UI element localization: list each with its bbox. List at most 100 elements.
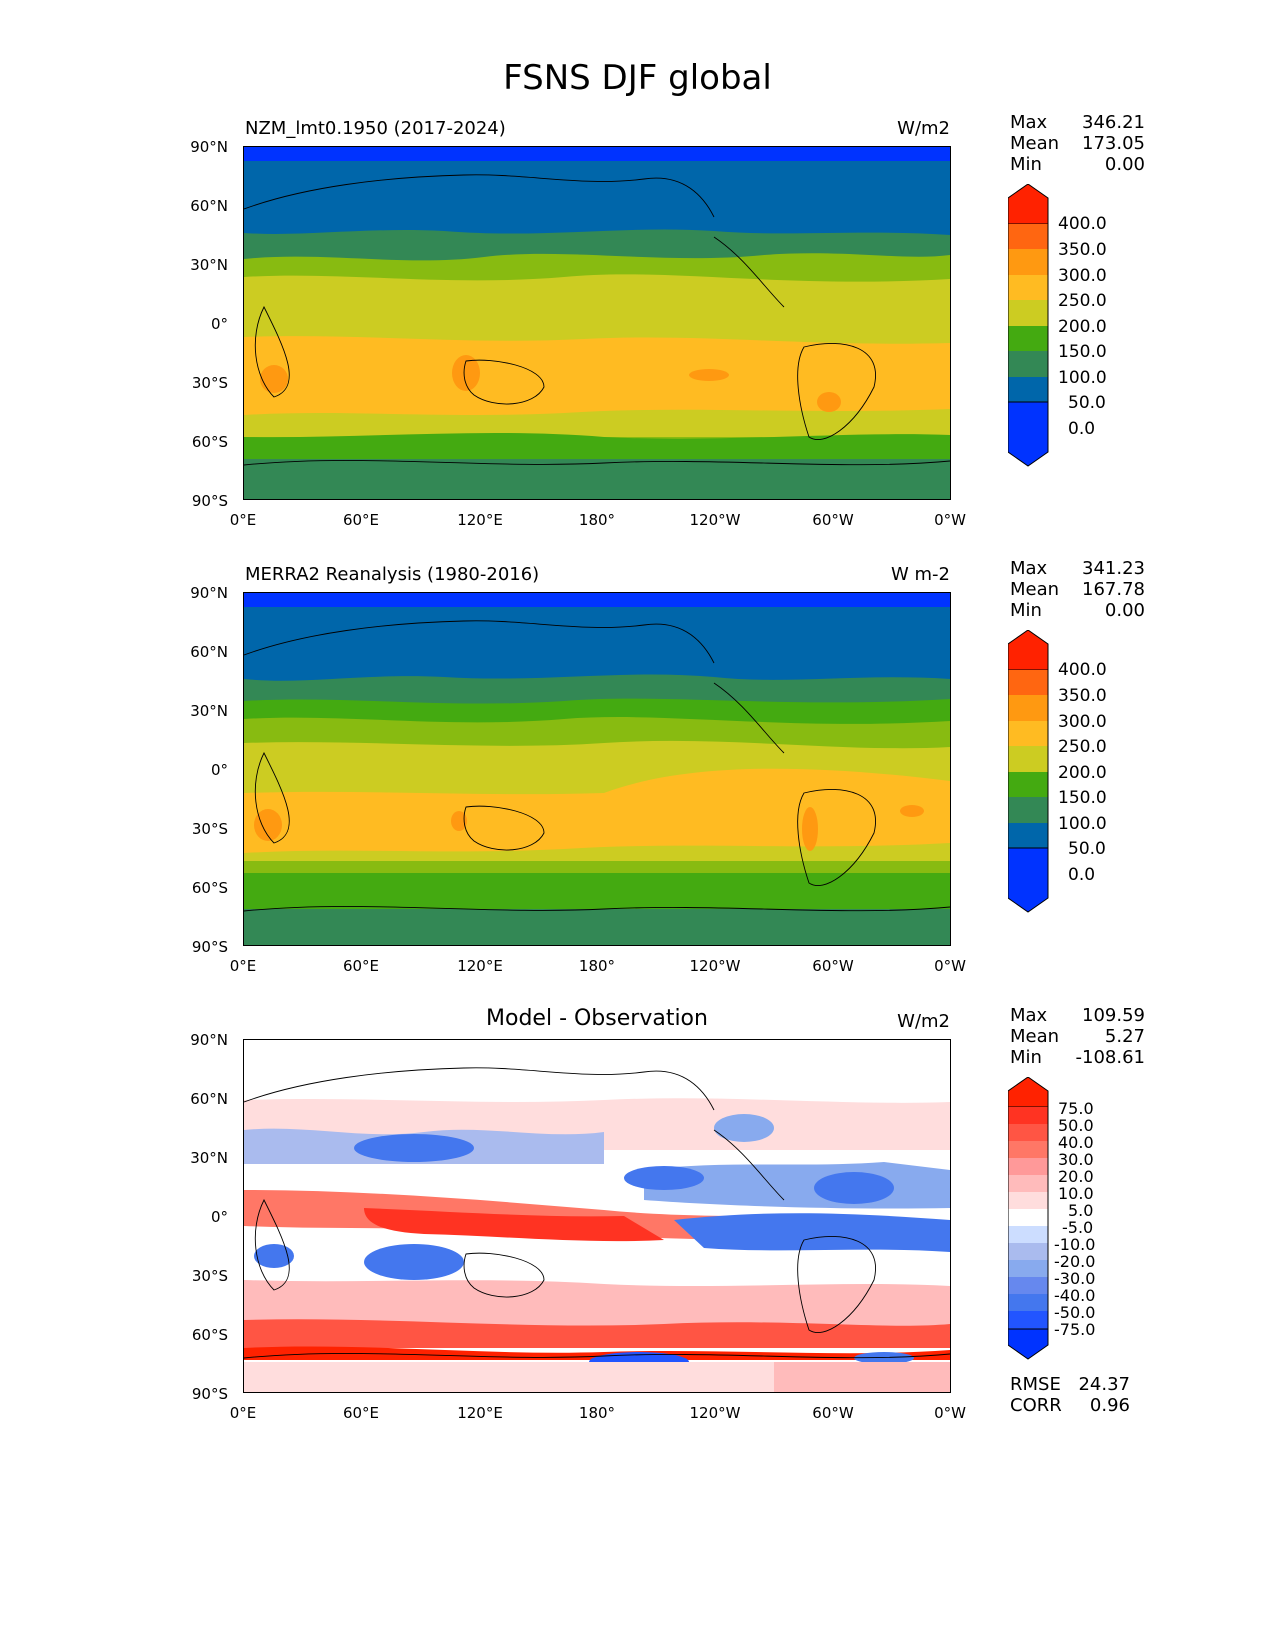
colorbar-label: 350.0 — [1058, 240, 1107, 260]
ytick: 90°S — [191, 938, 228, 956]
xtick: 0°E — [229, 957, 257, 975]
colorbar-label: 400.0 — [1058, 214, 1107, 234]
colorbar-label: 150.0 — [1058, 788, 1107, 808]
xtick: 60°E — [342, 511, 380, 529]
xtick: 0°E — [229, 1404, 257, 1422]
colorbar-label: 20.0 — [1058, 1167, 1094, 1186]
colorbar-label: 100.0 — [1058, 814, 1107, 834]
xtick: 120°E — [457, 511, 503, 529]
panel-1-title: NZM_lmt0.1950 (2017-2024) — [245, 118, 506, 139]
ytick: 60°S — [191, 1326, 228, 1344]
colorbar-label: -20.0 — [1054, 1252, 1096, 1271]
panel-2-map — [243, 592, 951, 946]
colorbar-label: 0.0 — [1068, 865, 1096, 885]
xtick: 120°E — [457, 957, 503, 975]
ytick: 90°N — [190, 138, 228, 156]
xtick: 0°W — [934, 1404, 966, 1422]
panel-1-colorbar — [1008, 184, 1049, 467]
xtick: 120°W — [689, 957, 741, 975]
panel-3-title: Model - Observation — [486, 1006, 708, 1031]
ytick: 0° — [210, 1208, 228, 1226]
colorbar-label: 200.0 — [1058, 317, 1107, 337]
colorbar-label: 30.0 — [1058, 1150, 1094, 1169]
colorbar-label: -40.0 — [1054, 1286, 1096, 1305]
colorbar-label: 50.0 — [1058, 1116, 1094, 1135]
colorbar-label: 0.0 — [1068, 419, 1096, 439]
colorbar-label: 50.0 — [1068, 839, 1106, 859]
stat-max: Max 341.23 — [1010, 558, 1145, 579]
colorbar-label: 300.0 — [1058, 712, 1107, 732]
xtick: 120°E — [457, 1404, 503, 1422]
stat-max: Max 109.59 — [1010, 1005, 1145, 1026]
panel-1-map — [243, 146, 951, 500]
stat-min: Min 0.00 — [1010, 600, 1145, 621]
stat-min: Min -108.61 — [1010, 1047, 1145, 1068]
ytick: 0° — [210, 761, 228, 779]
ytick: 90°S — [191, 1385, 228, 1403]
ytick: 90°S — [191, 492, 228, 510]
stat-mean: Mean 167.78 — [1010, 579, 1145, 600]
model-field-map — [244, 147, 950, 499]
stat-min: Min 0.00 — [1010, 154, 1145, 175]
colorbar-label: 250.0 — [1058, 737, 1107, 757]
figure-title: FSNS DJF global — [503, 58, 772, 98]
xtick: 60°E — [342, 1404, 380, 1422]
colorbar-label: 150.0 — [1058, 342, 1107, 362]
ytick: 60°N — [190, 643, 228, 661]
colorbar-label: -5.0 — [1062, 1218, 1094, 1237]
stat-mean: Mean 5.27 — [1010, 1026, 1145, 1047]
xtick: 180° — [578, 511, 616, 529]
panel-3-units: W/m2 — [897, 1011, 950, 1032]
xtick: 0°E — [229, 511, 257, 529]
xtick: 180° — [578, 1404, 616, 1422]
xtick: 60°W — [812, 511, 854, 529]
stat-mean: Mean 173.05 — [1010, 133, 1145, 154]
ytick: 60°N — [190, 197, 228, 215]
reanalysis-field-map — [244, 593, 950, 945]
panel-2-title: MERRA2 Reanalysis (1980-2016) — [245, 564, 540, 585]
xtick: 60°E — [342, 957, 380, 975]
panel-3-colorbar — [1008, 1077, 1049, 1360]
ytick: 30°N — [190, 702, 228, 720]
xtick: 60°W — [812, 957, 854, 975]
metric-corr: CORR 0.96 — [1010, 1395, 1130, 1416]
ytick: 30°N — [190, 1149, 228, 1167]
ytick: 30°S — [191, 374, 228, 392]
xtick: 180° — [578, 957, 616, 975]
colorbar-label: 200.0 — [1058, 763, 1107, 783]
colorbar-label: 100.0 — [1058, 368, 1107, 388]
panel-2-units: W m-2 — [890, 564, 950, 585]
colorbar-label: 350.0 — [1058, 686, 1107, 706]
panel-3-map — [243, 1039, 951, 1393]
ytick: 0° — [210, 315, 228, 333]
ytick: 30°S — [191, 1267, 228, 1285]
ytick: 60°N — [190, 1090, 228, 1108]
ytick: 60°S — [191, 879, 228, 897]
colorbar-label: -10.0 — [1054, 1235, 1096, 1254]
ytick: 60°S — [191, 433, 228, 451]
colorbar-label: 50.0 — [1068, 393, 1106, 413]
colorbar-label: 400.0 — [1058, 660, 1107, 680]
stat-max: Max 346.21 — [1010, 112, 1145, 133]
xtick: 0°W — [934, 957, 966, 975]
ytick: 90°N — [190, 584, 228, 602]
metric-rmse: RMSE 24.37 — [1010, 1374, 1130, 1395]
difference-field-map — [244, 1040, 950, 1392]
ytick: 30°S — [191, 820, 228, 838]
panel-2-colorbar — [1008, 630, 1049, 913]
panel-1-units: W/m2 — [897, 118, 950, 139]
colorbar-label: 300.0 — [1058, 266, 1107, 286]
ytick: 30°N — [190, 256, 228, 274]
xtick: 120°W — [689, 1404, 741, 1422]
xtick: 0°W — [934, 511, 966, 529]
colorbar-label: 5.0 — [1068, 1201, 1094, 1220]
xtick: 120°W — [689, 511, 741, 529]
colorbar-label: -50.0 — [1054, 1303, 1096, 1322]
colorbar-label: -75.0 — [1054, 1320, 1096, 1339]
colorbar-label: 40.0 — [1058, 1133, 1094, 1152]
ytick: 90°N — [190, 1031, 228, 1049]
colorbar-label: 250.0 — [1058, 291, 1107, 311]
colorbar-label: -30.0 — [1054, 1269, 1096, 1288]
xtick: 60°W — [812, 1404, 854, 1422]
colorbar-label: 10.0 — [1058, 1184, 1094, 1203]
